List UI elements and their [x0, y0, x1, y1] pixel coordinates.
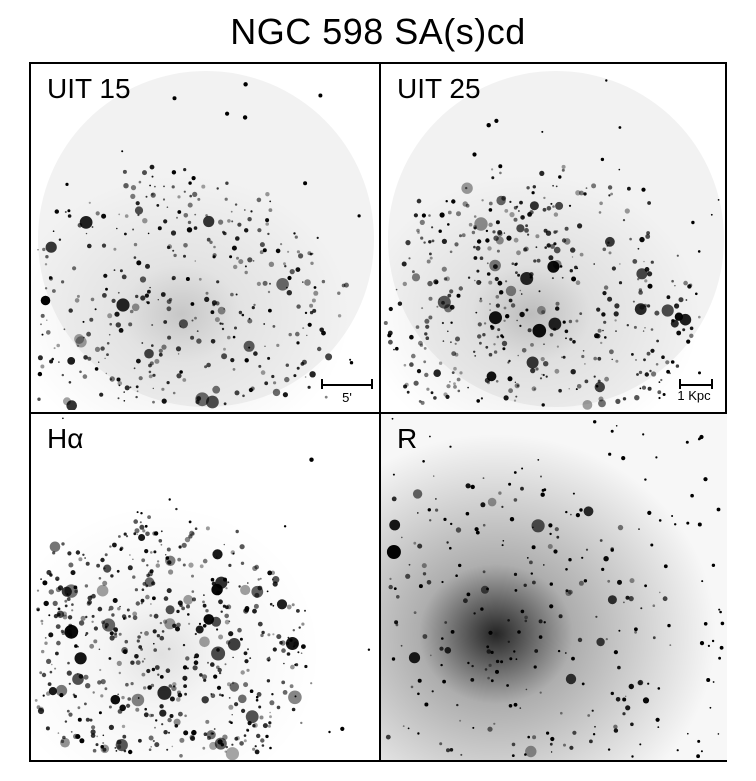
panel-uit25: UIT 25 1 Kpc — [381, 64, 727, 410]
scale-bar-kpc: 1 Kpc — [677, 379, 713, 403]
grid-divider-horizontal — [31, 412, 725, 414]
scale-bar-arcmin: 5' — [321, 379, 373, 405]
panel-label-halpha: Hα — [47, 423, 84, 454]
uit15-image — [31, 71, 374, 410]
r-band-image — [381, 414, 727, 760]
image-grid: UIT 15 5' UIT 25 1 Kpc Hα R — [29, 62, 727, 762]
panel-r-band: R — [381, 414, 727, 760]
panel-label-uit25: UIT 25 — [397, 73, 481, 104]
halpha-image — [31, 417, 371, 760]
scale-bar-line — [679, 379, 713, 389]
panel-label-uit15: UIT 15 — [47, 73, 131, 104]
uit25-image — [381, 71, 724, 410]
panel-label-r: R — [397, 423, 418, 454]
figure-title: NGC 598 SA(s)cd — [230, 11, 526, 52]
scale-bar-label: 1 Kpc — [677, 388, 711, 403]
scale-bar-label: 5' — [342, 390, 352, 405]
panel-uit15: UIT 15 5' — [31, 64, 377, 410]
scale-bar-line — [321, 379, 373, 389]
panel-halpha: Hα — [31, 414, 377, 760]
